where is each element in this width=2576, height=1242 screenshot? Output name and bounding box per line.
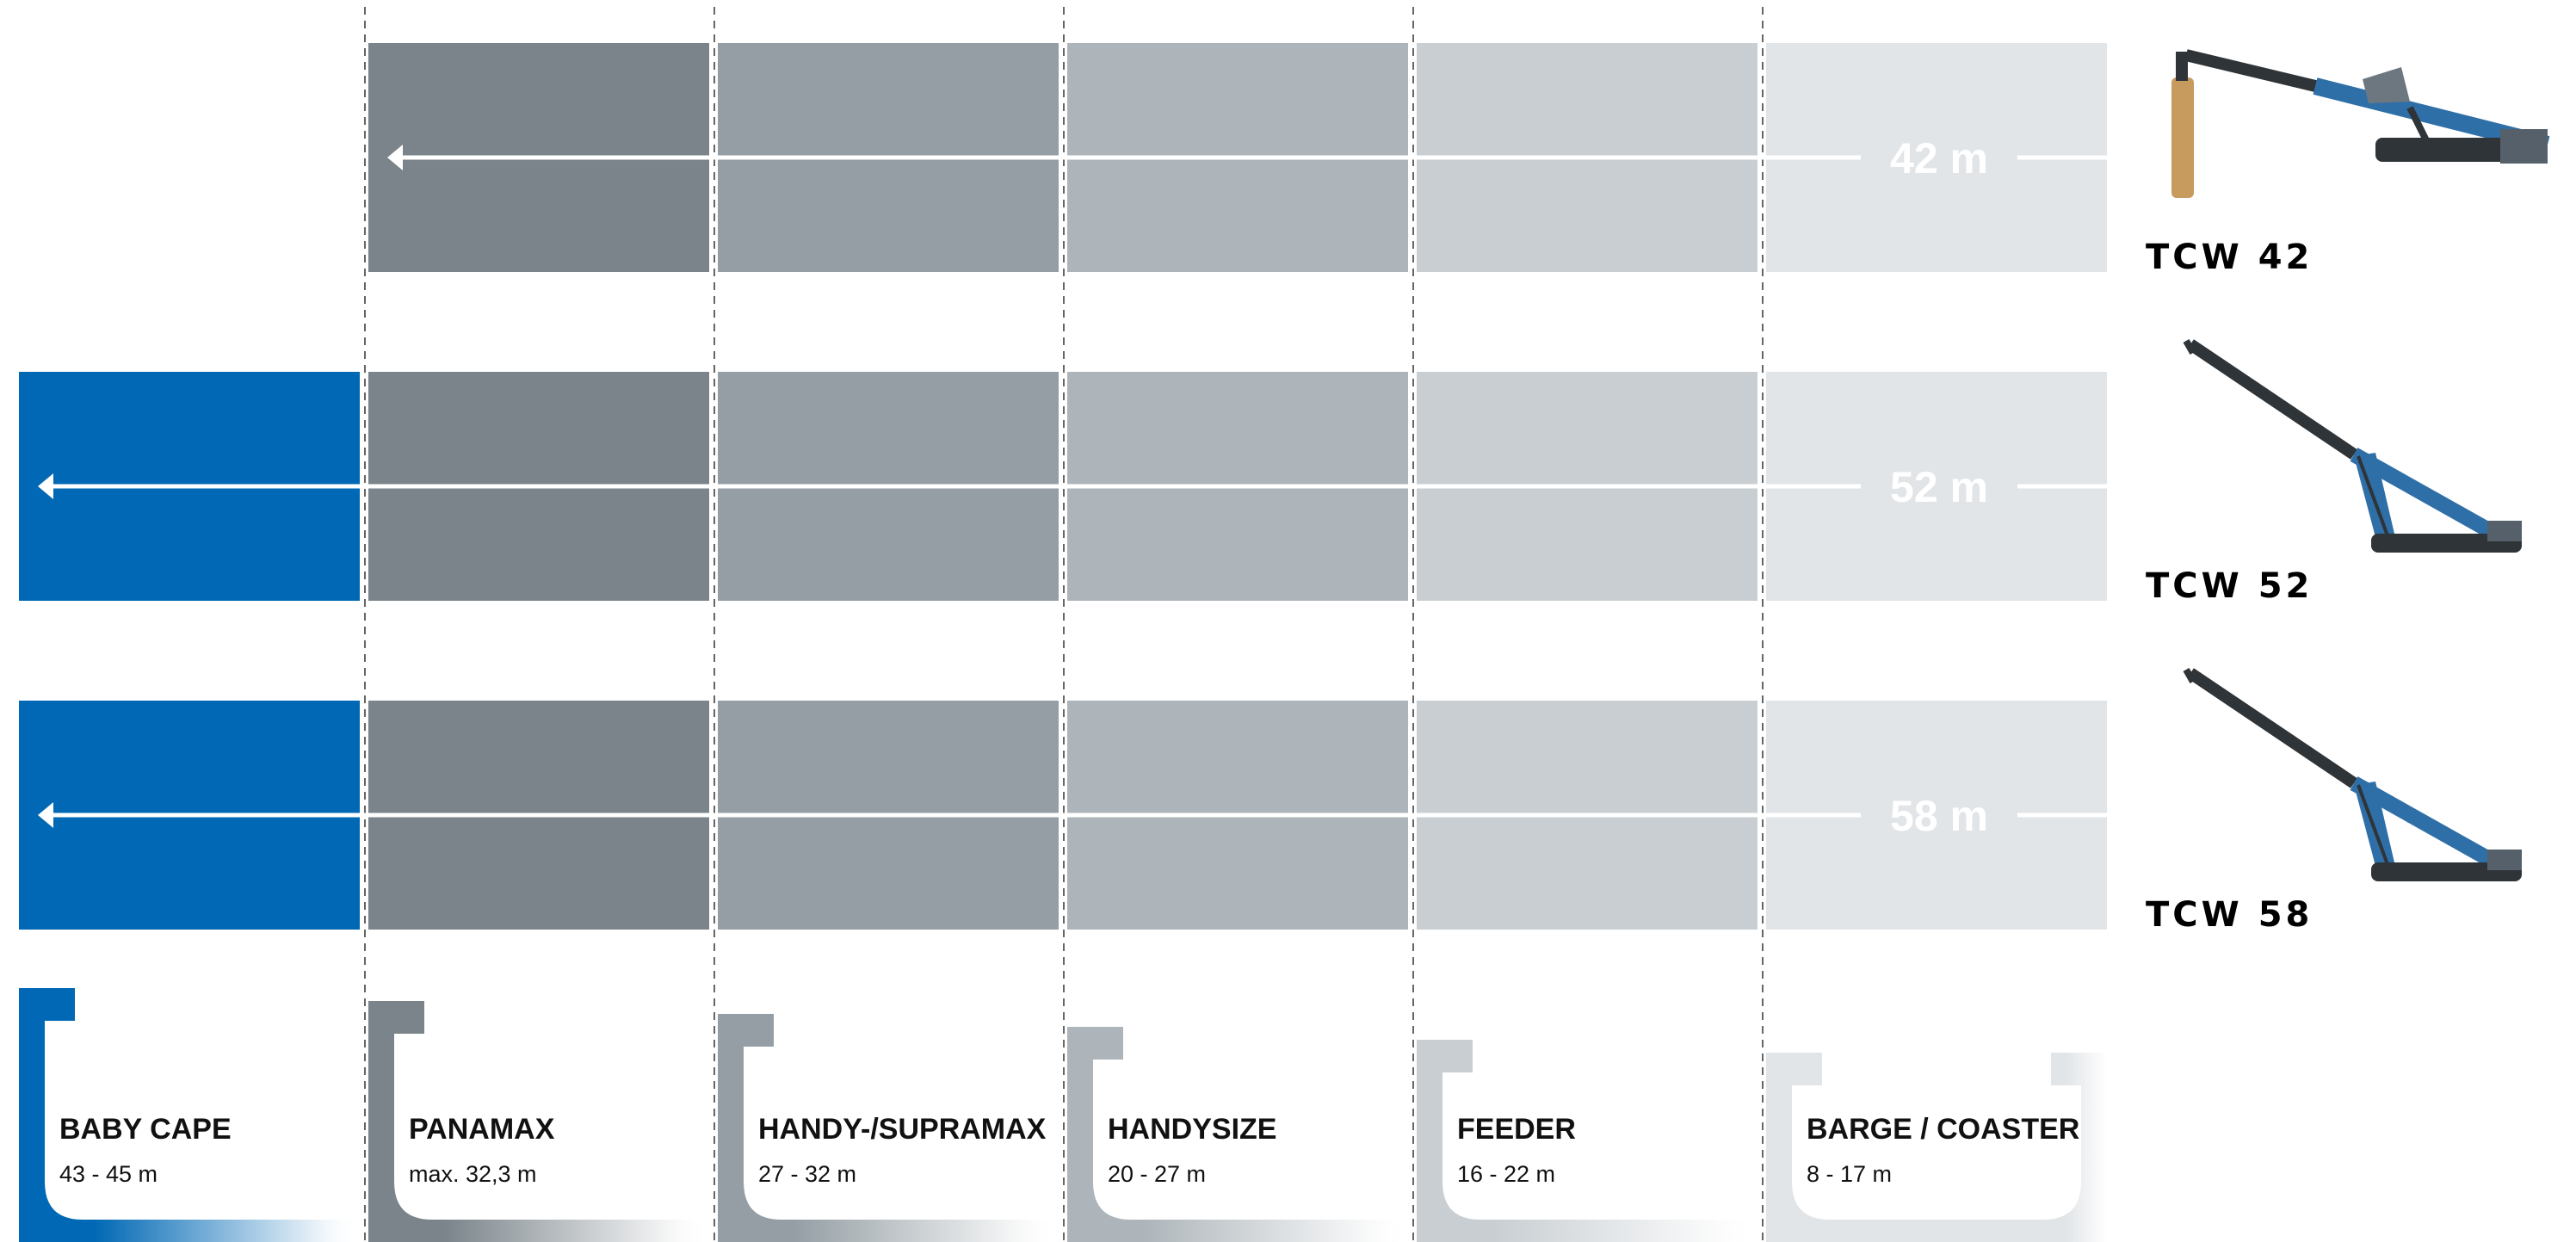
model-name: TCW 58 bbox=[2146, 895, 2313, 935]
ship-class-name: FEEDER bbox=[1457, 1113, 1576, 1146]
hull-bracket bbox=[1417, 1040, 1757, 1242]
reach-label: 58 m bbox=[1890, 792, 1988, 840]
ship-class-range: 27 - 32 m bbox=[758, 1161, 856, 1187]
model-name: TCW 42 bbox=[2146, 238, 2313, 277]
hull-handysize: HANDYSIZE 20 - 27 m bbox=[1067, 1027, 1408, 1242]
machine-2: TCW 58 bbox=[2146, 668, 2522, 935]
ship-class-name: BABY CAPE bbox=[59, 1113, 232, 1146]
telescopic-ship-loader-icon bbox=[2171, 49, 2550, 198]
telescopic-ship-loader-icon bbox=[2183, 339, 2522, 553]
ship-class-range: 8 - 17 m bbox=[1807, 1161, 1892, 1187]
ship-class-name: PANAMAX bbox=[409, 1113, 555, 1146]
reach-arrows: 42 m 52 m 58 m bbox=[38, 134, 2107, 840]
arrow-left-icon bbox=[38, 473, 53, 499]
reach-label: 52 m bbox=[1890, 463, 1988, 511]
reach-arrow: 42 m bbox=[387, 134, 2107, 182]
hull-barge_coaster: BARGE / COASTER 8 - 17 m bbox=[1766, 1053, 2107, 1242]
arrow-left-icon bbox=[387, 145, 403, 170]
hull-feeder: FEEDER 16 - 22 m bbox=[1417, 1040, 1757, 1242]
hull-handy_supramax: HANDY-/SUPRAMAX 27 - 32 m bbox=[718, 1014, 1059, 1242]
reach-arrow: 58 m bbox=[38, 792, 2107, 840]
ship-class-range: max. 32,3 m bbox=[409, 1161, 537, 1187]
hull-baby_cape: BABY CAPE 43 - 45 m bbox=[19, 988, 360, 1242]
reach-label: 42 m bbox=[1890, 134, 1988, 182]
hull-bracket bbox=[1766, 1053, 2107, 1242]
model-name: TCW 52 bbox=[2146, 566, 2313, 606]
reach-arrow: 52 m bbox=[38, 463, 2107, 511]
ship-class-range: 16 - 22 m bbox=[1457, 1161, 1555, 1187]
hull-bracket bbox=[19, 988, 360, 1242]
ship-class-range: 20 - 27 m bbox=[1108, 1161, 1206, 1187]
ship-class-name: BARGE / COASTER bbox=[1807, 1113, 2079, 1146]
ship-class-name: HANDYSIZE bbox=[1108, 1113, 1276, 1146]
arrow-left-icon bbox=[38, 802, 53, 828]
ship-class-range: 43 - 45 m bbox=[59, 1161, 158, 1187]
machine-1: TCW 52 bbox=[2146, 339, 2522, 606]
hull-bracket bbox=[368, 1001, 709, 1242]
hull-panamax: PANAMAX max. 32,3 m bbox=[368, 1001, 709, 1242]
ship-class-name: HANDY-/SUPRAMAX bbox=[758, 1113, 1047, 1146]
machine-illustrations: TCW 42 TCW 52 TCW 58 bbox=[2146, 49, 2550, 935]
machine-0: TCW 42 bbox=[2146, 49, 2550, 277]
ship-class-hulls: BABY CAPE 43 - 45 m PANAMAX max. 32,3 m HAND… bbox=[19, 988, 2107, 1242]
hull-bracket bbox=[1067, 1027, 1408, 1242]
telescopic-ship-loader-icon bbox=[2183, 668, 2522, 881]
hull-bracket bbox=[718, 1014, 1059, 1242]
